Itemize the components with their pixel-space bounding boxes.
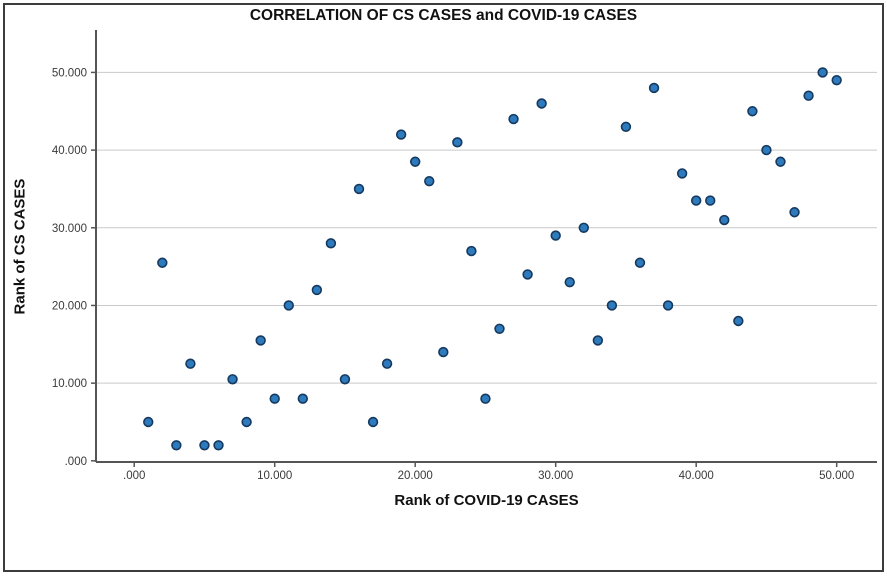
y-tick-label: 30.000 (52, 223, 87, 235)
data-point (831, 74, 842, 86)
data-point (564, 276, 575, 288)
data-point (803, 90, 814, 101)
data-point (522, 269, 533, 280)
data-point (508, 113, 519, 125)
data-point (466, 245, 477, 257)
y-tick-label: 40.000 (52, 145, 87, 157)
data-point (592, 335, 604, 346)
data-point (157, 257, 168, 268)
data-point (634, 257, 646, 268)
data-point (269, 393, 280, 404)
data-point (367, 416, 379, 428)
data-point (438, 346, 449, 358)
data-point (719, 214, 730, 226)
data-point (171, 440, 182, 451)
data-point (648, 82, 660, 94)
data-point (339, 374, 351, 385)
data-point (395, 129, 407, 140)
x-tick-label: 50.000 (819, 470, 854, 482)
data-point (690, 195, 702, 206)
data-point (578, 222, 589, 233)
data-point (480, 393, 491, 404)
x-tick-label: 30.000 (538, 470, 573, 482)
data-point (761, 144, 772, 156)
data-point (817, 67, 828, 78)
x-tick-label: 20.000 (398, 470, 433, 482)
data-point (241, 416, 252, 428)
data-point (185, 358, 196, 369)
y-tick-label: 10.000 (52, 378, 87, 390)
data-point (733, 315, 744, 327)
y-tick-label: 50.000 (52, 67, 87, 79)
data-point (494, 323, 505, 334)
data-point (325, 238, 337, 249)
chart-title: CORRELATION OF CS CASES and COVID-19 CAS… (249, 7, 638, 24)
data-point (550, 230, 561, 241)
y-tick-label: .000 (65, 456, 87, 468)
chart-outer-border (3, 3, 884, 572)
y-tick-label: 20.000 (52, 300, 87, 312)
data-point (536, 98, 547, 109)
data-point (789, 207, 800, 218)
data-point (199, 440, 210, 451)
data-point (297, 393, 309, 404)
data-point (213, 440, 224, 451)
data-point (606, 300, 618, 311)
x-tick-label: 40.000 (679, 470, 714, 482)
x-tick-label: .000 (123, 470, 145, 482)
x-tick-label: 10.000 (257, 470, 292, 482)
data-point (353, 183, 365, 195)
data-point (381, 358, 393, 369)
y-axis-title: Rank of CS CASES (11, 178, 29, 315)
data-point (424, 175, 435, 187)
x-axis-title: Rank of COVID-19 CASES (394, 492, 579, 509)
data-point (775, 156, 786, 167)
data-point (255, 335, 266, 346)
data-point (705, 195, 716, 206)
data-point (676, 168, 688, 179)
data-point (409, 156, 421, 167)
data-point (620, 121, 632, 132)
data-point (283, 300, 294, 311)
data-point (143, 416, 154, 428)
data-point (311, 284, 323, 296)
data-point (227, 374, 238, 385)
data-point (747, 106, 758, 117)
data-point (662, 300, 674, 311)
data-point (452, 137, 463, 148)
